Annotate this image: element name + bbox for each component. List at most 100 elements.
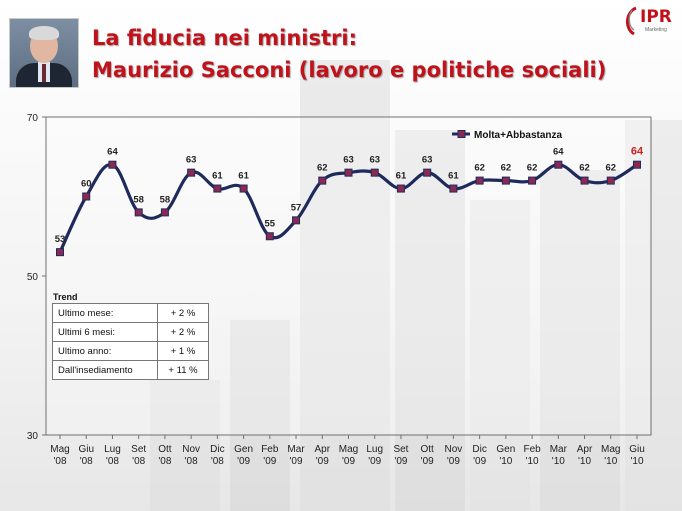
x-tick-label-year: '09 (316, 456, 329, 467)
data-label: 62 (474, 163, 485, 174)
data-label: 62 (501, 163, 512, 174)
trend-row-value: + 2 % (157, 322, 209, 342)
trend-row-value: + 1 % (157, 341, 209, 361)
x-tick-label-month: Lug (104, 444, 121, 455)
x-tick-label-month: Set (131, 444, 146, 455)
data-label: 61 (238, 171, 249, 182)
x-tick-label-year: '09 (421, 456, 434, 467)
legend-label: Molta+Abbastanza (474, 130, 563, 141)
data-point (606, 176, 615, 185)
data-label: 63 (369, 155, 380, 166)
slide-header: La fiducia nei ministri: Maurizio Saccon… (0, 0, 682, 100)
data-point (449, 184, 458, 193)
legend-marker (457, 130, 466, 138)
trend-box: Trend Ultimo mese: + 2 % Ultimi 6 mesi: + 2… (52, 292, 209, 380)
x-tick-label-month: Ott (158, 444, 172, 455)
data-point (213, 184, 222, 193)
data-point (56, 248, 64, 257)
trend-row: Ultimi 6 mesi: + 2 % (52, 322, 209, 342)
data-label: 64 (631, 146, 644, 158)
x-tick-label-year: '10 (578, 456, 591, 467)
trend-table: Ultimo mese: + 2 % Ultimi 6 mesi: + 2 % Ulti… (52, 303, 209, 380)
x-tick-label-year: '08 (211, 456, 224, 467)
data-label: 53 (55, 234, 66, 245)
data-label: 57 (291, 202, 302, 213)
x-tick-label-year: '09 (368, 456, 381, 467)
data-label: 63 (343, 155, 354, 166)
data-point (187, 168, 196, 177)
title-line-1: La fiducia nei ministri: (92, 26, 357, 50)
trend-row: Ultimo anno: + 1 % (52, 341, 209, 361)
x-tick-label-year: '09 (394, 456, 407, 467)
x-tick-label-month: Apr (314, 444, 330, 455)
data-label: 63 (186, 155, 197, 166)
x-tick-label-year: '09 (290, 456, 303, 467)
data-label: 61 (212, 171, 223, 182)
x-tick-label-month: Gen (234, 444, 253, 455)
data-label: 60 (81, 179, 92, 190)
y-tick-label: 50 (27, 272, 39, 283)
x-tick-label-year: '08 (185, 456, 198, 467)
x-tick-label-month: Dic (472, 444, 486, 455)
trend-row-label: Ultimi 6 mesi: (52, 322, 158, 342)
x-tick-label-month: Apr (577, 444, 593, 455)
x-tick-label-year: '09 (263, 456, 276, 467)
data-point (554, 160, 563, 169)
trend-row: Ultimo mese: + 2 % (52, 303, 209, 323)
x-tick-label-year: '08 (80, 456, 93, 467)
x-tick-label-month: Mar (287, 444, 305, 455)
x-tick-label-month: Mag (339, 444, 358, 455)
x-tick-label-month: Ott (421, 444, 435, 455)
minister-photo (9, 18, 79, 88)
data-label: 62 (527, 163, 538, 174)
data-point (318, 176, 327, 185)
data-label: 62 (317, 163, 328, 174)
data-point (239, 184, 248, 193)
trend-row: Dall'insediamento + 11 % (52, 360, 209, 380)
data-label: 61 (448, 171, 459, 182)
trend-row-value: + 11 % (157, 360, 209, 380)
x-tick-label-month: Feb (261, 444, 279, 455)
logo-text: IPR (640, 7, 672, 27)
x-tick-label-year: '10 (552, 456, 565, 467)
data-point (528, 176, 537, 185)
x-tick-label-year: '09 (342, 456, 355, 467)
data-point (134, 208, 143, 217)
x-tick-label-year: '08 (106, 456, 119, 467)
x-tick-label-year: '09 (473, 456, 486, 467)
data-point (475, 176, 484, 185)
y-tick-label: 70 (27, 113, 39, 124)
data-point (265, 232, 274, 241)
data-point (292, 216, 301, 225)
data-point (160, 208, 169, 217)
data-point (370, 168, 379, 177)
data-point (580, 176, 589, 185)
x-tick-label-year: '08 (132, 456, 145, 467)
x-tick-label-month: Dic (210, 444, 224, 455)
data-label: 64 (553, 147, 564, 158)
x-tick-label-year: '10 (499, 456, 512, 467)
x-tick-label-month: Mag (601, 444, 620, 455)
ipr-logo-icon (626, 6, 637, 36)
x-tick-label-year: '09 (237, 456, 250, 467)
x-tick-label-month: Mar (550, 444, 568, 455)
trend-row-value: + 2 % (157, 303, 209, 323)
data-label: 61 (396, 171, 407, 182)
title-line-2: Maurizio Sacconi (lavoro e politiche soc… (92, 58, 607, 82)
trend-title: Trend (53, 292, 78, 302)
x-tick-label-month: Feb (523, 444, 541, 455)
data-label: 58 (160, 194, 171, 205)
data-label: 55 (265, 218, 276, 229)
data-point (108, 160, 117, 169)
data-point (501, 176, 510, 185)
x-tick-label-month: Gen (496, 444, 515, 455)
x-tick-label-month: Nov (445, 444, 463, 455)
data-point (423, 168, 432, 177)
x-tick-label-month: Lug (366, 444, 383, 455)
data-point (633, 160, 641, 169)
x-tick-label-month: Set (393, 444, 408, 455)
data-point (344, 168, 353, 177)
data-label: 58 (133, 194, 144, 205)
x-tick-label-year: '09 (447, 456, 460, 467)
